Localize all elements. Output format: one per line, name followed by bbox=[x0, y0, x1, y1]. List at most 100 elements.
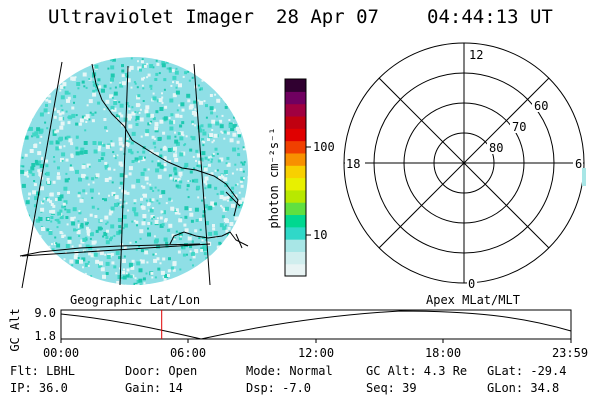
uv-pixel bbox=[214, 169, 217, 172]
uv-pixel bbox=[173, 168, 178, 173]
uv-image-panel[interactable] bbox=[19, 57, 251, 289]
uv-pixel bbox=[151, 276, 154, 279]
uv-pixel bbox=[242, 64, 246, 68]
uv-pixel bbox=[99, 261, 103, 266]
uv-pixel bbox=[200, 64, 203, 66]
uv-pixel bbox=[66, 209, 71, 214]
altitude-plot[interactable]: GC Alt 9.0 1.8 00:00 06:00 12:00 18:00 2… bbox=[8, 306, 588, 360]
uv-pixel bbox=[209, 259, 214, 264]
uv-pixel bbox=[201, 151, 206, 156]
uv-pixel bbox=[75, 151, 80, 156]
uv-pixel bbox=[41, 259, 46, 263]
uv-pixel bbox=[161, 63, 166, 68]
uv-pixel bbox=[70, 282, 75, 285]
uv-pixel bbox=[202, 243, 207, 248]
uv-pixel bbox=[228, 77, 232, 81]
uv-pixel bbox=[52, 204, 56, 208]
uv-pixel bbox=[42, 57, 46, 61]
uv-pixel bbox=[164, 274, 169, 278]
uv-pixel bbox=[27, 214, 30, 217]
uv-pixel bbox=[138, 111, 141, 114]
uv-pixel bbox=[212, 108, 216, 112]
uv-pixel bbox=[244, 142, 248, 147]
uv-pixel bbox=[142, 150, 146, 154]
polar-plot[interactable]: 12 18 6 0 60 70 80 bbox=[343, 42, 586, 291]
uv-pixel bbox=[104, 178, 109, 182]
uv-pixel bbox=[155, 72, 159, 76]
uv-pixel bbox=[204, 176, 209, 181]
uv-pixel bbox=[36, 135, 40, 139]
uv-pixel bbox=[129, 166, 133, 170]
uv-pixel bbox=[229, 222, 234, 226]
uv-pixel bbox=[48, 100, 52, 104]
uv-pixel bbox=[38, 84, 43, 89]
uv-pixel bbox=[127, 113, 132, 118]
uv-pixel bbox=[111, 109, 114, 112]
uv-pixel bbox=[203, 247, 208, 252]
uv-pixel bbox=[116, 117, 119, 121]
uv-pixel bbox=[62, 265, 67, 270]
uv-pixel bbox=[151, 198, 155, 202]
uv-pixel bbox=[165, 244, 169, 248]
uv-pixel bbox=[101, 227, 103, 230]
uv-pixel bbox=[213, 202, 216, 205]
uv-pixel bbox=[179, 235, 182, 238]
uv-pixel bbox=[232, 250, 235, 253]
uv-pixel bbox=[137, 160, 140, 163]
colorbar-block bbox=[285, 152, 306, 166]
uv-pixel bbox=[129, 65, 134, 70]
uv-pixel bbox=[109, 238, 112, 242]
uv-pixel bbox=[118, 137, 123, 142]
uv-pixel bbox=[219, 124, 224, 129]
uv-pixel bbox=[56, 243, 61, 248]
uv-pixel bbox=[158, 72, 161, 75]
uv-pixel bbox=[42, 270, 47, 275]
uv-pixel bbox=[180, 217, 183, 220]
uv-pixel bbox=[223, 130, 227, 134]
uv-pixel bbox=[41, 278, 44, 282]
uv-pixel bbox=[149, 84, 153, 88]
uv-pixel bbox=[69, 259, 74, 264]
uv-pixel bbox=[182, 253, 186, 257]
uv-pixel bbox=[123, 268, 125, 271]
uv-pixel bbox=[240, 176, 245, 181]
uv-pixel bbox=[77, 220, 80, 223]
uv-pixel bbox=[65, 244, 70, 248]
uv-pixel bbox=[154, 253, 157, 255]
uv-pixel bbox=[108, 194, 110, 197]
uv-pixel bbox=[25, 128, 29, 132]
uv-pixel bbox=[59, 125, 64, 130]
uv-pixel bbox=[228, 248, 231, 251]
uv-pixel bbox=[78, 278, 81, 281]
uv-pixel bbox=[154, 220, 159, 224]
uv-pixel bbox=[210, 111, 214, 115]
uv-pixel bbox=[247, 70, 248, 73]
uv-pixel bbox=[198, 164, 202, 168]
uv-pixel bbox=[224, 224, 227, 227]
uv-pixel bbox=[234, 79, 237, 83]
uv-pixel bbox=[43, 84, 47, 88]
uv-pixel bbox=[238, 85, 243, 90]
uv-pixel bbox=[53, 72, 58, 77]
uv-pixel bbox=[67, 236, 72, 241]
status-panel: Flt: LBHL IP: 36.0 Door: Open Gain: 14 M… bbox=[10, 364, 566, 395]
uv-pixel bbox=[183, 223, 187, 227]
uv-pixel bbox=[152, 207, 155, 210]
uv-pixel bbox=[154, 78, 158, 81]
uv-pixel bbox=[91, 112, 95, 116]
uv-pixel bbox=[219, 157, 224, 162]
uv-pixel bbox=[111, 181, 114, 184]
uv-pixel bbox=[127, 209, 130, 212]
uv-pixel bbox=[56, 175, 61, 180]
uv-pixel bbox=[207, 63, 210, 66]
uv-pixel bbox=[26, 175, 29, 178]
uv-pixel bbox=[194, 59, 199, 64]
uv-pixel bbox=[237, 205, 241, 209]
uv-pixel bbox=[191, 123, 194, 126]
uv-pixel bbox=[198, 128, 203, 133]
uv-pixel bbox=[195, 64, 199, 67]
uv-pixel bbox=[222, 207, 227, 212]
uv-pixel bbox=[50, 216, 54, 219]
uv-pixel bbox=[135, 241, 137, 243]
uv-pixel bbox=[69, 164, 72, 167]
